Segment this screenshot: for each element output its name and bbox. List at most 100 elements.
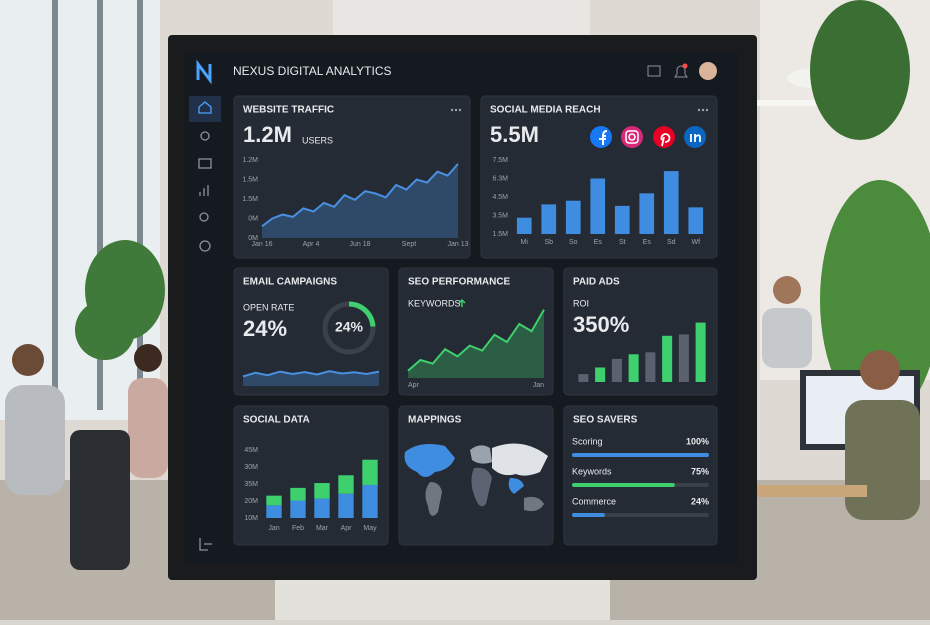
y-tick-label: 3.5M xyxy=(492,212,508,219)
nav-logout[interactable] xyxy=(199,538,212,551)
bar xyxy=(663,171,679,234)
kpi-value: 24% xyxy=(243,316,287,341)
x-tick-label: Es xyxy=(643,239,652,246)
bar-segment xyxy=(290,500,306,518)
x-tick-label: Apr 4 xyxy=(303,241,320,248)
bar-segment xyxy=(266,505,282,518)
card-menus xyxy=(450,108,709,112)
bar xyxy=(565,200,581,234)
row-value: 100% xyxy=(686,436,709,446)
ring-value xyxy=(348,301,376,327)
bar xyxy=(541,204,557,234)
card-title: WEBSITE TRAFFIC xyxy=(243,105,334,116)
nav-users[interactable] xyxy=(200,131,210,141)
y-tick-label: 45M xyxy=(244,447,258,454)
metric-label: ROI xyxy=(573,298,589,308)
up-arrow xyxy=(458,298,466,307)
nav-search[interactable] xyxy=(199,212,209,222)
y-tick-label: 6.3M xyxy=(492,175,508,182)
bar-segment xyxy=(338,475,354,494)
plant-right xyxy=(810,0,930,420)
bar xyxy=(695,322,706,382)
bar xyxy=(611,358,622,382)
progress-bar xyxy=(572,483,675,487)
area xyxy=(243,371,379,386)
nav-home[interactable] xyxy=(198,101,212,114)
facebook-icon[interactable] xyxy=(590,126,612,148)
bar xyxy=(590,178,606,234)
bar xyxy=(645,352,656,382)
bar xyxy=(628,354,639,382)
badge xyxy=(682,63,688,69)
x-tick-label: Jan 13 xyxy=(447,241,468,248)
progress-bar xyxy=(572,513,605,517)
nav-mail[interactable] xyxy=(198,158,212,169)
y-tick-label: 20M xyxy=(244,498,258,505)
pillar-bottom xyxy=(275,580,610,620)
sidebar-icons xyxy=(198,101,212,551)
card xyxy=(563,267,718,396)
people-left xyxy=(5,344,168,570)
x-tick-label: St xyxy=(619,239,626,246)
x-tick-label: Mi xyxy=(521,239,529,246)
bar xyxy=(516,217,532,234)
social-icons xyxy=(590,126,706,148)
progress-bar xyxy=(572,453,709,457)
card-title: SEO SAVERS xyxy=(573,415,638,426)
bar-segment xyxy=(314,483,330,499)
card-title: SOCIAL DATA xyxy=(243,415,310,426)
bar xyxy=(595,367,606,382)
card-title: SEO PERFORMANCE xyxy=(408,277,511,288)
card-title: MAPPINGS xyxy=(408,415,462,426)
people-right xyxy=(757,276,920,520)
card xyxy=(398,267,554,396)
line xyxy=(242,370,380,378)
x-tick-label: Sb xyxy=(544,239,553,246)
y-tick-label: 1.2M xyxy=(242,157,258,164)
instagram-icon[interactable] xyxy=(621,126,643,148)
y-tick-label: 10M xyxy=(244,515,258,522)
x-tick-label: Jan 16 xyxy=(251,241,272,248)
line xyxy=(407,309,545,372)
x-tick-label: Mar xyxy=(316,525,329,532)
message-icon[interactable] xyxy=(647,65,661,77)
logo xyxy=(196,59,212,85)
bar-segment xyxy=(338,493,354,518)
bar xyxy=(678,334,689,382)
kpi-value: 1.2M xyxy=(243,122,292,147)
card-title: PAID ADS xyxy=(573,277,620,288)
card-title: EMAIL CAMPAIGNS xyxy=(243,277,337,288)
nav-active xyxy=(189,96,221,122)
y-tick-label: 1.5M xyxy=(492,231,508,238)
x-tick-label: Jun 18 xyxy=(349,241,370,248)
nav-reports[interactable] xyxy=(199,185,209,196)
y-tick-label: 1.5M xyxy=(242,176,258,183)
card xyxy=(233,267,389,396)
bar-segment xyxy=(362,459,378,485)
light xyxy=(757,100,857,106)
x-tick-label: Jan xyxy=(268,525,279,532)
avatar[interactable] xyxy=(699,62,717,80)
x-tick-label: May xyxy=(363,525,377,532)
bar xyxy=(614,205,630,234)
kpi-unit: USERS xyxy=(302,135,333,145)
bar-segment xyxy=(266,495,282,506)
x-tick-label: Jan xyxy=(533,382,544,389)
plant-left xyxy=(75,240,165,360)
card-title: SOCIAL MEDIA REACH xyxy=(490,105,601,116)
x-tick-label: Sd xyxy=(667,239,676,246)
row-value: 75% xyxy=(691,466,709,476)
bar xyxy=(578,374,589,382)
y-tick-label: 30M xyxy=(244,464,258,471)
y-tick-label: 7.5M xyxy=(492,157,508,164)
kpi-value: 5.5M xyxy=(490,122,539,147)
bar-segment xyxy=(362,484,378,518)
x-tick-label: Apr xyxy=(408,382,420,389)
ring-label: 24% xyxy=(335,319,364,335)
bar-segment xyxy=(314,498,330,518)
nav-settings[interactable] xyxy=(199,240,211,252)
card xyxy=(563,405,718,546)
bell-icon[interactable] xyxy=(674,65,688,78)
y-tick-label: 0M xyxy=(248,215,258,222)
